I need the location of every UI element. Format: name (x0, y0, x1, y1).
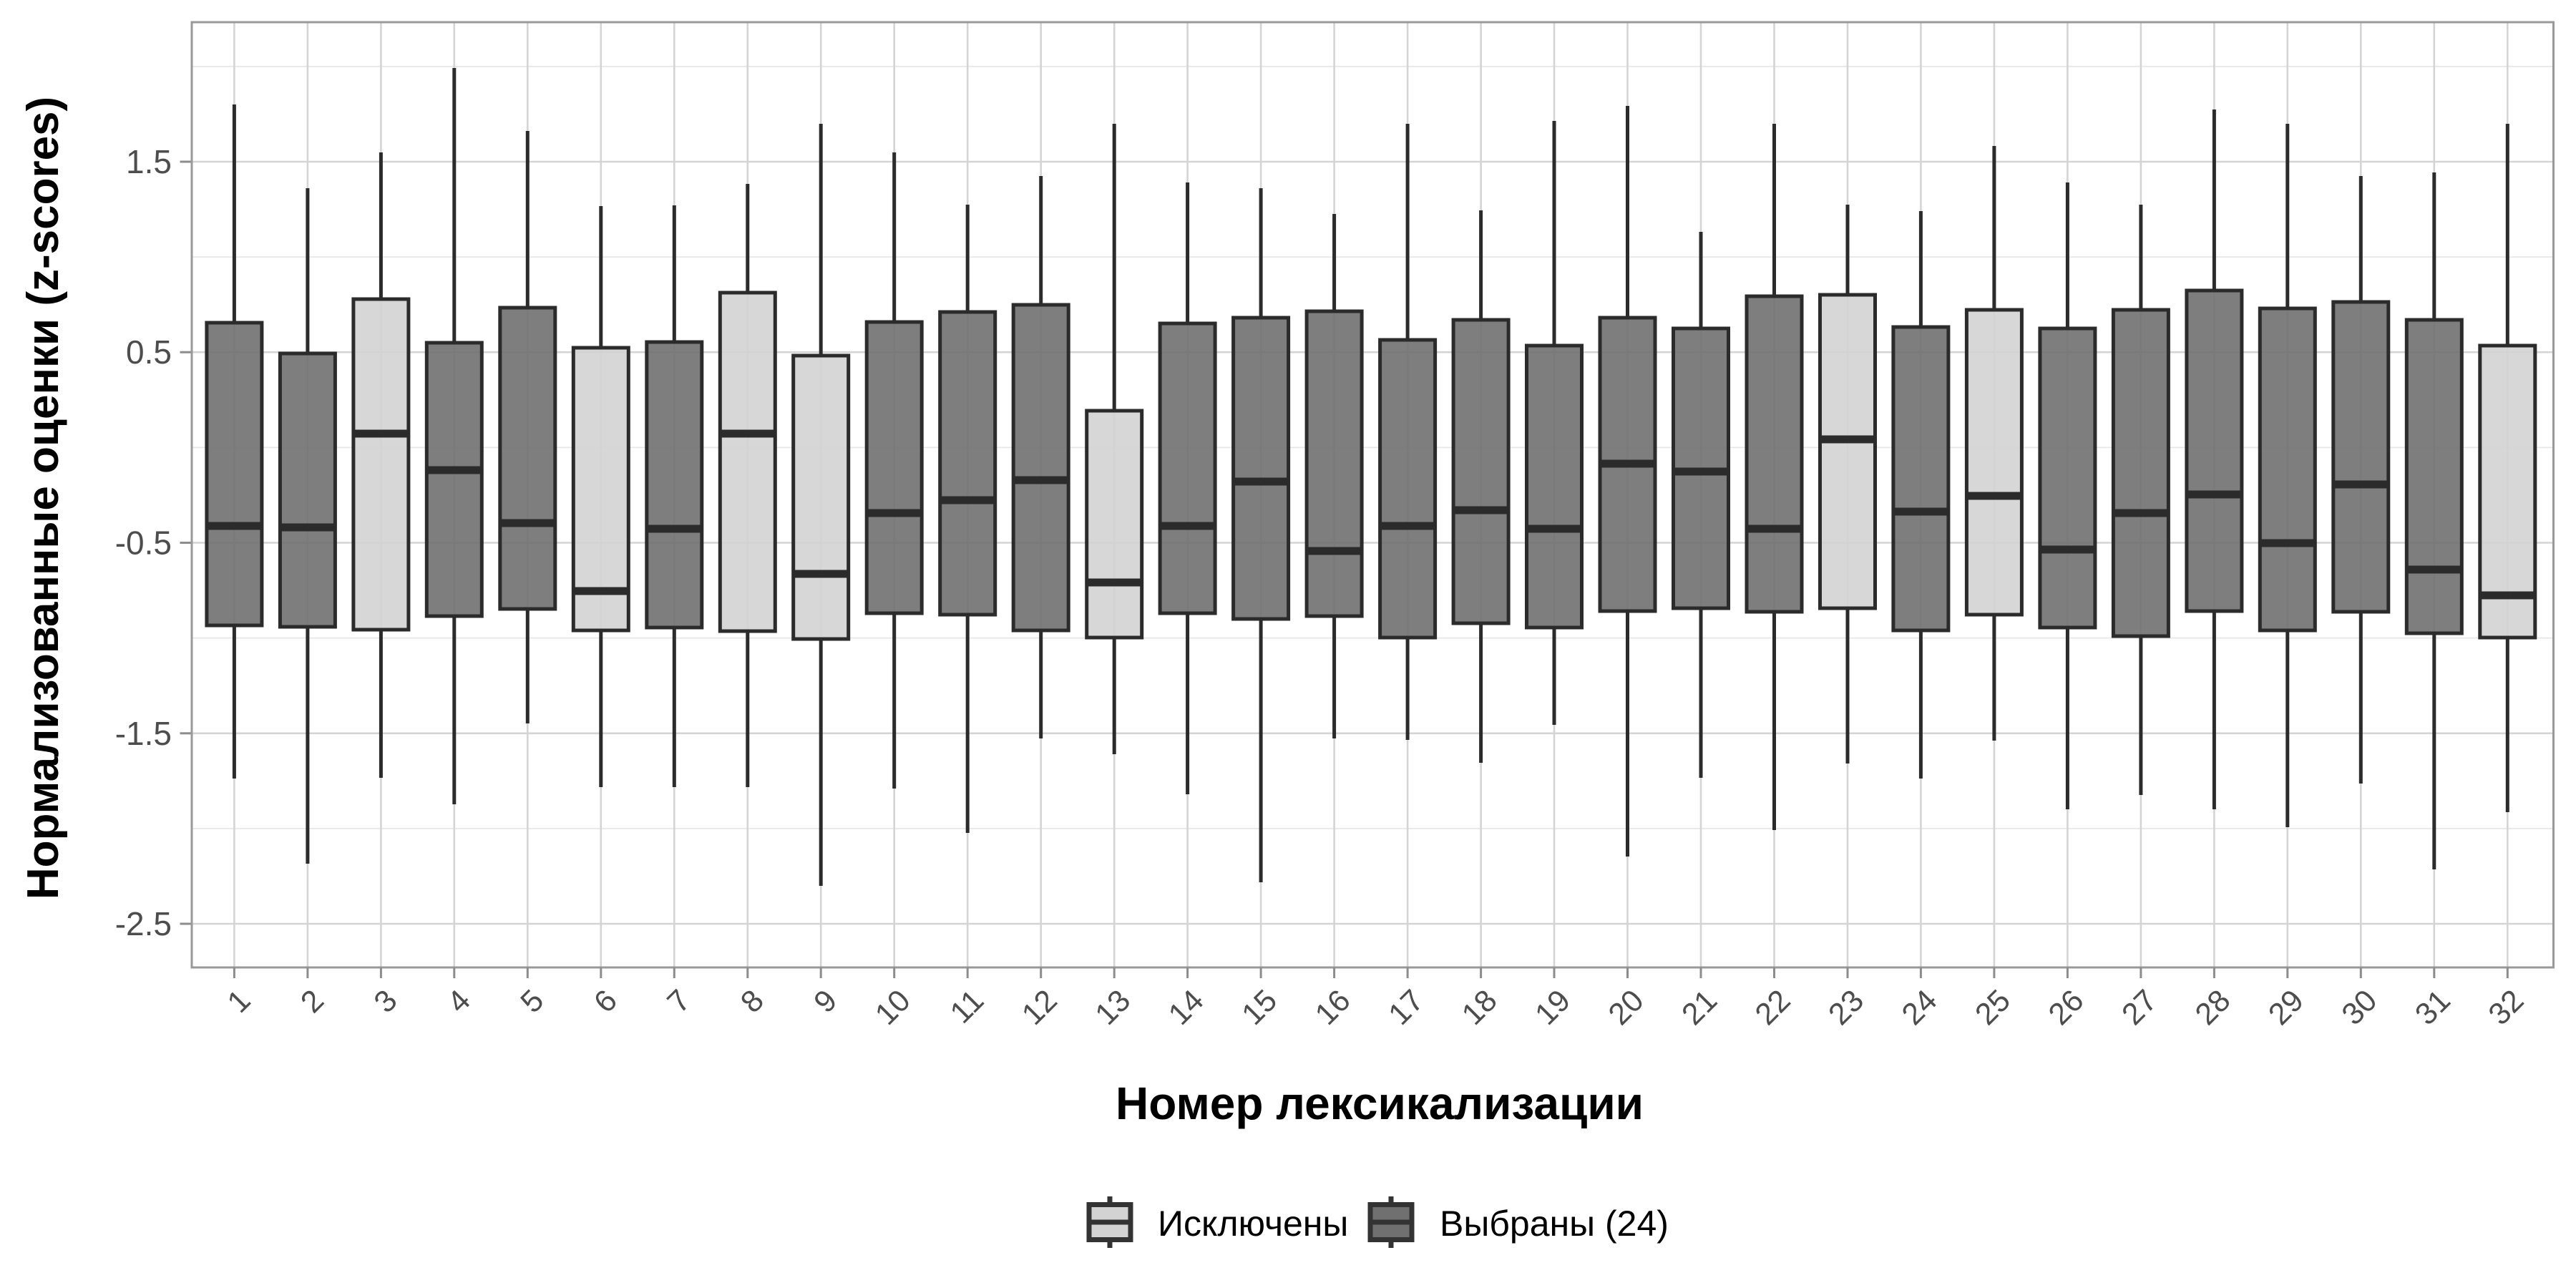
svg-text:Исключены: Исключены (1158, 1204, 1348, 1244)
svg-text:Выбраны (24): Выбраны (24) (1440, 1204, 1669, 1244)
svg-text:Нормализованные оценки (z-scor: Нормализованные оценки (z-scores) (19, 97, 68, 899)
svg-text:-1.5: -1.5 (115, 715, 172, 752)
svg-text:-0.5: -0.5 (115, 525, 172, 562)
svg-text:0.5: 0.5 (126, 333, 172, 371)
svg-text:1.5: 1.5 (126, 143, 172, 180)
svg-text:Номер лексикализации: Номер лексикализации (1116, 1078, 1644, 1129)
svg-text:-2.5: -2.5 (115, 905, 172, 942)
